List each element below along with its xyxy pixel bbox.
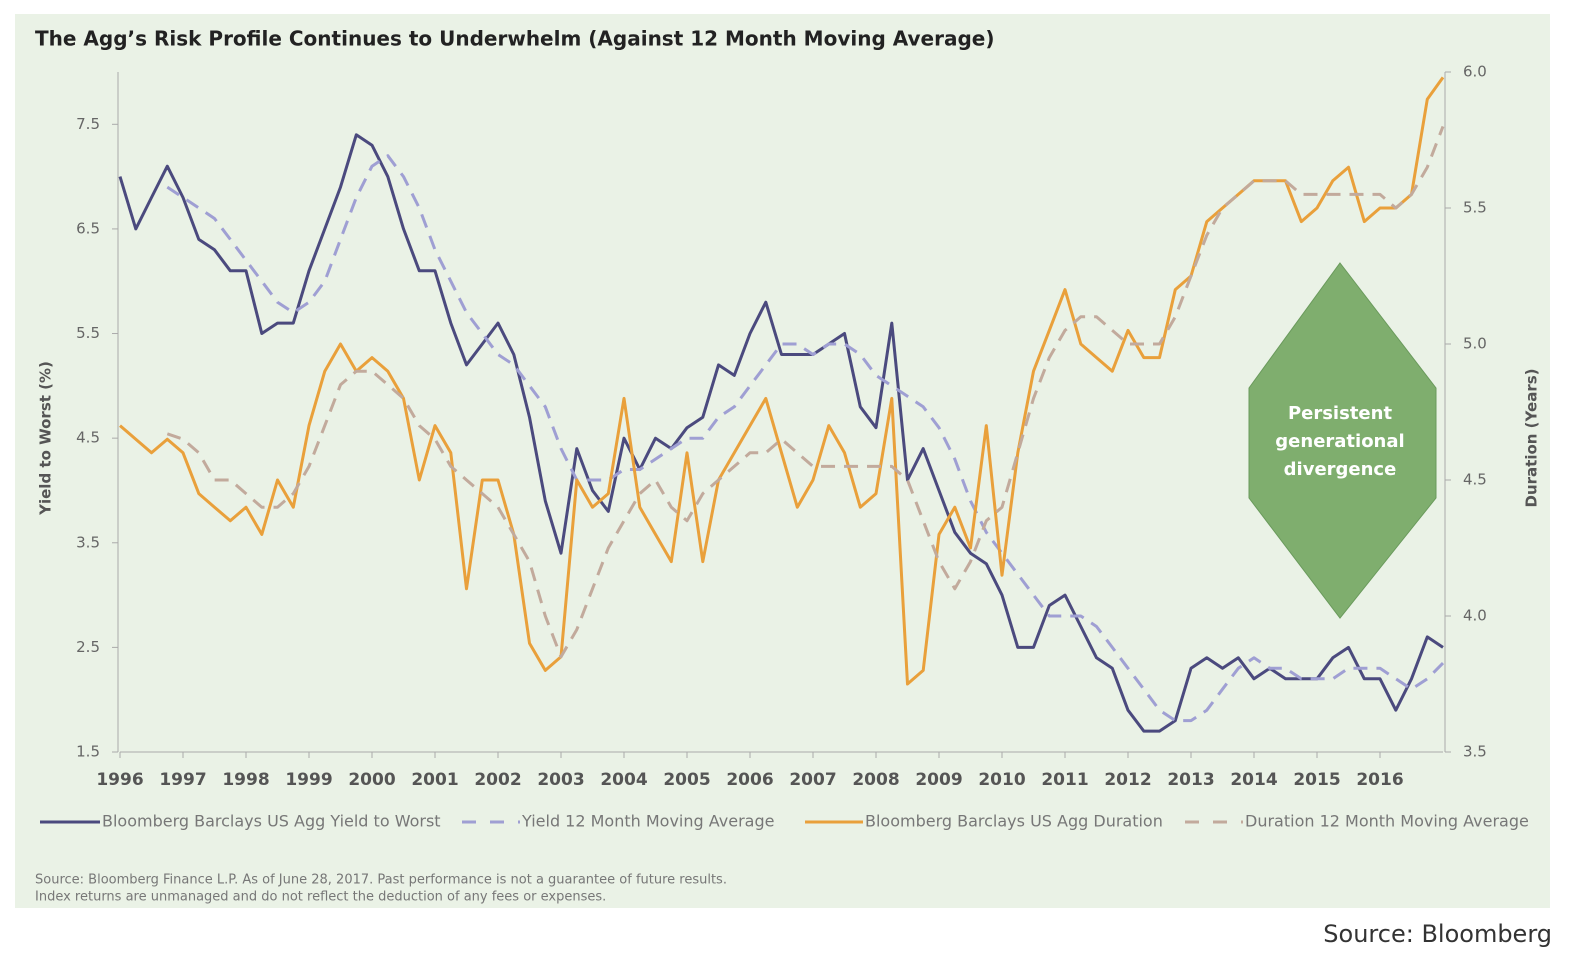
x-tick-label: 2006 (726, 770, 773, 790)
series-line (118, 133, 1444, 733)
y2-tick-label: 5.0 (1463, 335, 1487, 353)
y-tick-label: 4.5 (76, 429, 100, 447)
x-tick-label: 2000 (348, 770, 395, 790)
x-tick-label: 2012 (1104, 770, 1151, 790)
x-tick-label: 2008 (852, 770, 899, 790)
y-tick-label: 6.5 (76, 219, 100, 237)
x-tick-label: 2016 (1356, 770, 1403, 790)
y-tick-label: 2.5 (76, 638, 100, 656)
y2-axis-label: Duration (Years) (1523, 369, 1541, 508)
y2-tick-label: 5.5 (1463, 199, 1487, 217)
y-tick-label: 7.5 (76, 115, 100, 133)
x-tick-label: 2009 (915, 770, 962, 790)
source: Source: Bloomberg (1323, 920, 1552, 948)
y2-tick-label: 3.5 (1463, 743, 1487, 761)
x-tick-label: 1998 (222, 770, 269, 790)
annotation-text: Persistent (1288, 403, 1393, 424)
y2-tick-label: 6.0 (1463, 63, 1487, 81)
legend-label: Duration 12 Month Moving Average (1245, 812, 1529, 831)
y-tick-label: 3.5 (76, 533, 100, 551)
x-tick-label: 2001 (411, 770, 458, 790)
footnote: Source: Bloomberg Finance L.P. As of Jun… (35, 873, 727, 888)
x-tick-label: 2005 (663, 770, 710, 790)
y-tick-label: 1.5 (76, 743, 100, 761)
legend-label: Bloomberg Barclays US Agg Yield to Worst (102, 812, 441, 831)
series-line (166, 154, 1445, 723)
series-line (119, 76, 1445, 686)
annotation-text: divergence (1284, 459, 1397, 480)
legend-label: Bloomberg Barclays US Agg Duration (865, 812, 1163, 831)
y2-tick-label: 4.0 (1463, 607, 1487, 625)
y-axis-label: Yield to Worst (%) (37, 361, 55, 516)
x-tick-label: 2003 (537, 770, 584, 790)
x-tick-label: 2014 (1230, 770, 1277, 790)
annotation-text: generational (1275, 431, 1404, 452)
x-tick-label: 1999 (285, 770, 332, 790)
series-line (166, 125, 1445, 659)
x-tick-label: 2007 (789, 770, 836, 790)
x-tick-label: 2011 (1041, 770, 1088, 790)
footnote: Index returns are unmanaged and do not r… (35, 890, 606, 905)
x-tick-label: 2002 (474, 770, 521, 790)
x-tick-label: 2010 (978, 770, 1025, 790)
x-tick-label: 2004 (600, 770, 647, 790)
x-tick-label: 1997 (159, 770, 206, 790)
x-tick-label: 2015 (1293, 770, 1340, 790)
legend-label: Yield 12 Month Moving Average (521, 812, 774, 831)
chart-title: The Agg’s Risk Profile Continues to Unde… (35, 27, 994, 51)
annotation-shape (1248, 262, 1437, 619)
x-tick-label: 1996 (96, 770, 143, 790)
y-tick-label: 5.5 (76, 324, 100, 342)
x-tick-label: 2013 (1167, 770, 1214, 790)
y2-tick-label: 4.5 (1463, 471, 1487, 489)
